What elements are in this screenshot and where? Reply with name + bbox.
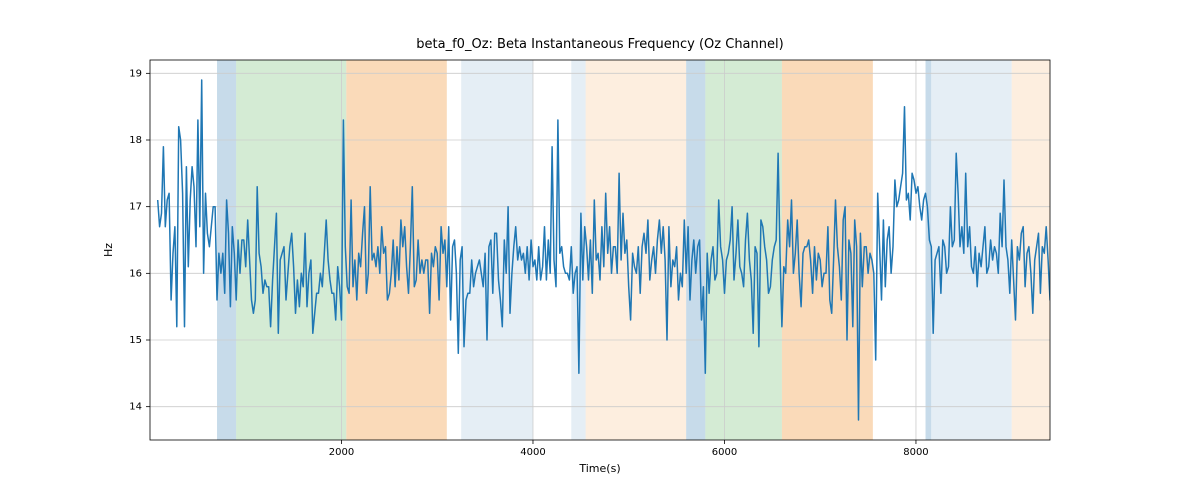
chart-container: 2000 4000 6000 8000 14 15 16 17 18 19 beta_f0_Oz: …: [0, 0, 1200, 500]
xtick-label: 8000: [903, 447, 928, 458]
ytick-label: 15: [129, 335, 142, 346]
ytick-label: 16: [129, 268, 142, 279]
region: [217, 60, 236, 440]
ytick-label: 14: [129, 402, 142, 413]
x-axis-label: Time(s): [578, 462, 620, 475]
region: [236, 60, 346, 440]
beta-frequency-chart: 2000 4000 6000 8000 14 15 16 17 18 19 beta_f0_Oz: …: [0, 0, 1200, 500]
ytick-label: 19: [129, 68, 142, 79]
y-axis-label: Hz: [102, 243, 115, 257]
ytick-label: 18: [129, 135, 142, 146]
xtick-label: 2000: [329, 447, 354, 458]
region: [926, 60, 932, 440]
xtick-label: 4000: [520, 447, 545, 458]
chart-title: beta_f0_Oz: Beta Instantaneous Frequency…: [416, 37, 783, 52]
xtick-label: 6000: [712, 447, 737, 458]
ytick-label: 17: [129, 202, 142, 213]
